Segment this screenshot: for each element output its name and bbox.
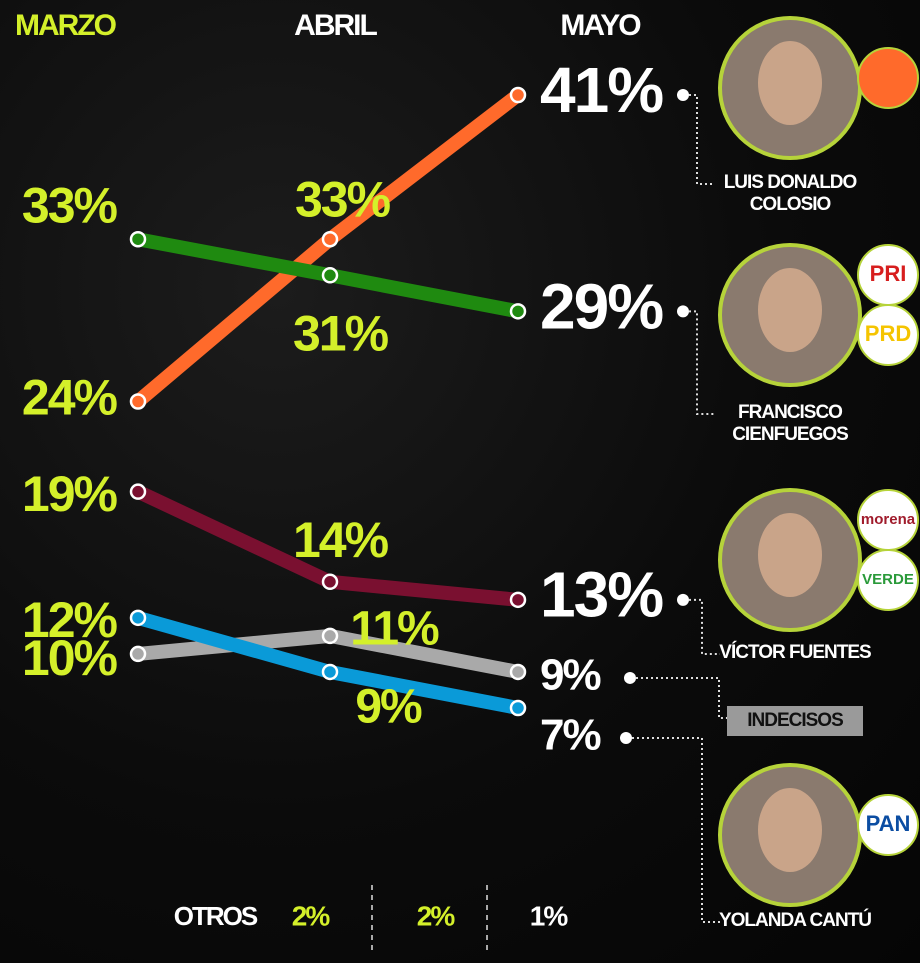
value-label: 33% — [22, 177, 118, 233]
others-value: 2% — [292, 900, 331, 931]
connector-dot — [620, 732, 632, 744]
party-logo — [858, 48, 918, 108]
others-value: 1% — [530, 900, 569, 931]
candidate-name: VÍCTOR FUENTES — [710, 642, 880, 664]
data-point — [323, 232, 337, 246]
value-label: 24% — [22, 370, 118, 426]
party-name: PAN — [866, 811, 911, 836]
value-label: 33% — [295, 171, 391, 227]
connector-dot — [624, 672, 636, 684]
data-point — [131, 647, 145, 661]
connector-dot — [677, 594, 689, 606]
value-label: 7% — [540, 711, 600, 760]
data-point — [323, 629, 337, 643]
connector — [689, 311, 715, 414]
photo-face — [758, 41, 822, 125]
data-point — [323, 268, 337, 282]
value-label: 41% — [540, 54, 663, 126]
data-point — [131, 611, 145, 625]
connector-dot — [677, 305, 689, 317]
value-label: 9% — [540, 651, 600, 700]
data-point — [131, 232, 145, 246]
connector — [636, 678, 737, 718]
value-label: 31% — [293, 305, 389, 361]
others-label: OTROS — [174, 901, 258, 931]
value-label: 12% — [22, 592, 118, 648]
value-label: 29% — [540, 270, 663, 342]
candidate-name: INDECISOS — [727, 706, 863, 736]
data-point — [511, 593, 525, 607]
connector-dot — [677, 89, 689, 101]
connector — [632, 738, 720, 922]
data-point — [131, 395, 145, 409]
candidate-name: LUIS DONALDO COLOSIO — [705, 172, 875, 216]
column-header: MAYO — [560, 9, 641, 42]
party-name: PRD — [865, 321, 911, 346]
data-point — [511, 701, 525, 715]
photo-face — [758, 513, 822, 597]
value-label: 14% — [293, 512, 389, 568]
connector — [689, 95, 715, 184]
data-point — [323, 575, 337, 589]
column-header: MARZO — [15, 9, 117, 42]
party-name: morena — [861, 511, 916, 528]
value-label: 13% — [540, 559, 663, 631]
data-point — [323, 665, 337, 679]
value-label: 19% — [22, 466, 118, 522]
party-name: VERDE — [862, 571, 914, 588]
photo-face — [758, 268, 822, 352]
data-point — [131, 485, 145, 499]
others-value: 2% — [417, 900, 456, 931]
data-point — [511, 88, 525, 102]
photo-face — [758, 788, 822, 872]
data-point — [511, 665, 525, 679]
candidate-name: FRANCISCO CIENFUEGOS — [705, 402, 875, 446]
party-name: PRI — [870, 261, 907, 286]
candidate-name: YOLANDA CANTÚ — [710, 910, 880, 932]
chart: MARZO ABRIL MAYO 24% 33% 41% 33% 31% 29% PRI PRD 19… — [0, 0, 920, 963]
value-label: 9% — [355, 681, 422, 734]
infographic: MARZO ABRIL MAYO 24% 33% 41% 33% 31% 29% PRI PRD 19… — [0, 0, 920, 963]
value-label: 11% — [350, 603, 439, 656]
column-header: ABRIL — [294, 9, 377, 42]
data-point — [511, 304, 525, 318]
